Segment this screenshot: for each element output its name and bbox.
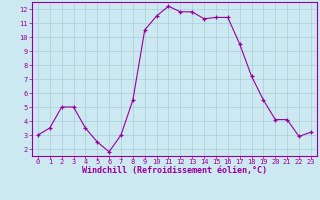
X-axis label: Windchill (Refroidissement éolien,°C): Windchill (Refroidissement éolien,°C): [82, 166, 267, 175]
